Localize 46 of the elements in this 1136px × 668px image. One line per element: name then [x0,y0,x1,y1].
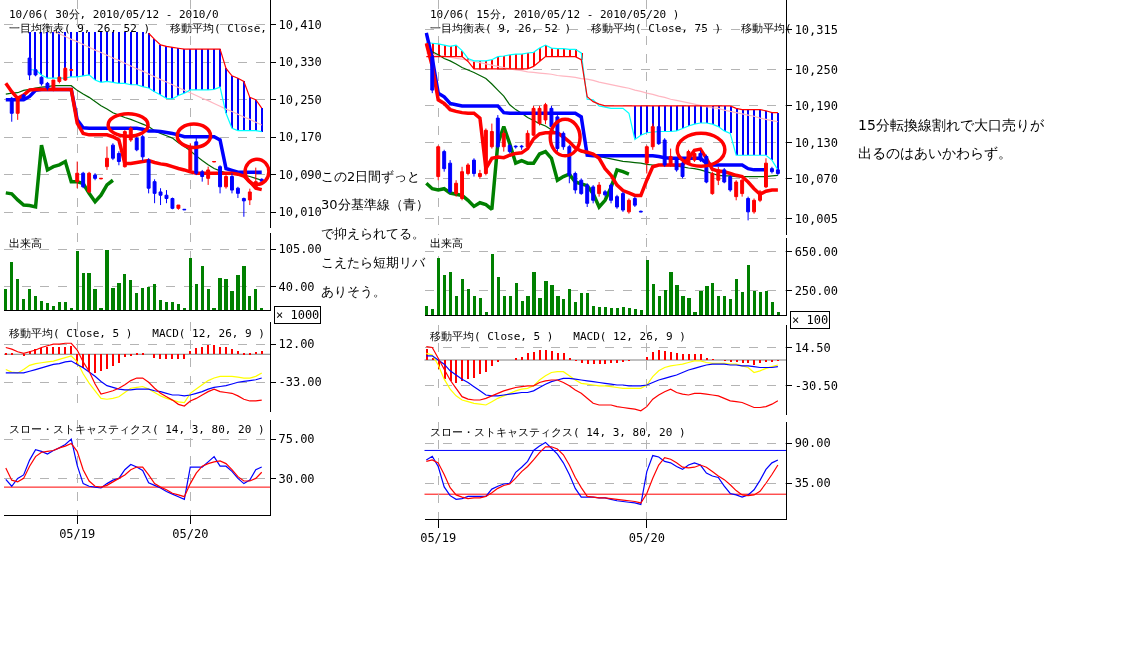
text: ありそう。 [321,284,386,299]
y-tick-label: 10,190 [794,99,838,114]
y-axis-title: × 1000 [276,308,320,322]
y-tick-label: 12.00 [278,337,315,352]
y-tick-label: 10,170 [278,130,322,145]
text: 10/06( 15分, 2010/05/12 - 2010/05/20 ) [430,8,680,21]
text: 移動平均( Close, 5 ) MACD( 12, 26, 9 ) [9,327,265,340]
y-tick-label: 10,070 [794,172,838,187]
y-tick-label: 10,090 [278,167,322,182]
y-tick-label: 650.00 [794,244,838,259]
y-tick-label: -30.50 [794,378,838,393]
chart-title: 出来高 [430,237,463,250]
text: この2日間ずっと [321,169,421,184]
y-tick-label: 105.00 [278,242,322,257]
text: 移動平均( Close, 5 ) MACD( 12, 26, 9 ) [430,330,686,343]
y-tick-label: 10,330 [278,55,322,70]
x-tick-label: 05/20 [172,527,209,542]
chart-title: スロー・ストキャスティクス( 14, 3, 80, 20 ) [430,426,686,439]
text: 出るのはあいかわらず。 [858,145,1012,161]
y-axis-title: × 100 [792,313,829,327]
y-tick-label: 14.50 [794,341,831,356]
y-tick-label: -33.00 [278,375,322,390]
y-tick-label: 30.00 [278,471,315,486]
y-tick-label: 10,250 [278,92,322,107]
text: 一目均衡表( 9, 26, 52 ) 移動平均( Close, [9,22,267,35]
annotation: 30分基準線（青） [321,197,429,212]
x-tick-label: 05/19 [420,531,457,546]
y-tick-label: 250.00 [794,283,838,298]
chart-title: スロー・ストキャスティクス( 14, 3, 80, 20 ) [9,423,265,436]
y-tick-label: 10,315 [794,23,838,38]
text: 15分転換線割れで大口売りが [858,117,1045,133]
y-tick-label: 10,010 [278,205,322,220]
y-tick-label: 90.00 [794,436,831,451]
y-tick-label: 10,410 [278,18,322,33]
annotation: で抑えられてる。 [321,226,425,241]
x-tick-label: 05/19 [59,527,96,542]
y-tick-label: 10,130 [794,135,838,150]
y-tick-label: 40.00 [278,280,315,295]
annotation: こえたら短期リバ [321,255,426,270]
y-tick-label: 10,005 [794,211,838,226]
text: 10/06( 30分, 2010/05/12 - 2010/0 [9,8,219,21]
chart-title: 出来高 [9,237,42,250]
y-tick-label: 75.00 [278,432,315,447]
y-tick-label: 10,250 [794,62,838,77]
x-tick-label: 05/20 [628,531,665,546]
y-tick-label: 35.00 [794,476,831,491]
